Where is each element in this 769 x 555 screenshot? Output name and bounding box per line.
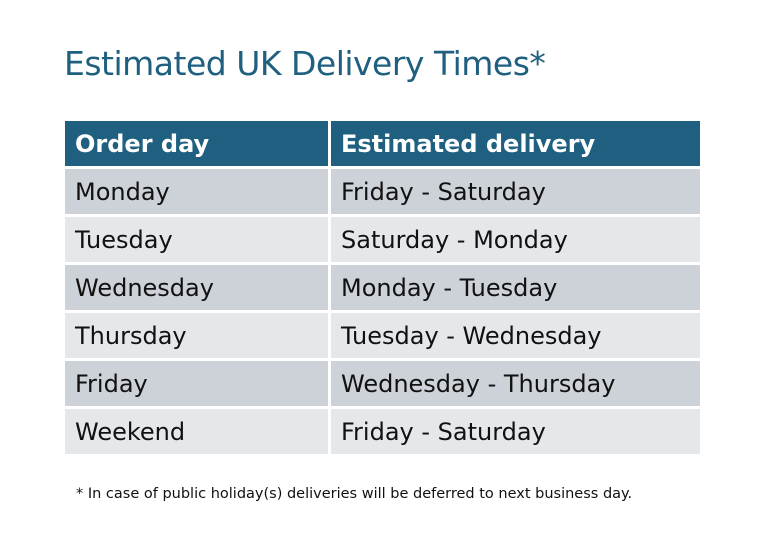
- delivery-cell: Tuesday - Wednesday: [331, 313, 700, 358]
- order-day-cell: Weekend: [65, 409, 328, 454]
- table-row: Weekend Friday - Saturday: [65, 409, 700, 454]
- delivery-cell: Wednesday - Thursday: [331, 361, 700, 406]
- delivery-cell: Friday - Saturday: [331, 409, 700, 454]
- delivery-times-table: Order day Estimated delivery Monday Frid…: [62, 118, 703, 457]
- header-estimated-delivery: Estimated delivery: [331, 121, 700, 166]
- page-title: Estimated UK Delivery Times*: [64, 44, 546, 83]
- table-row: Wednesday Monday - Tuesday: [65, 265, 700, 310]
- table-row: Thursday Tuesday - Wednesday: [65, 313, 700, 358]
- order-day-cell: Monday: [65, 169, 328, 214]
- table-row: Friday Wednesday - Thursday: [65, 361, 700, 406]
- delivery-cell: Friday - Saturday: [331, 169, 700, 214]
- order-day-cell: Friday: [65, 361, 328, 406]
- order-day-cell: Wednesday: [65, 265, 328, 310]
- order-day-cell: Thursday: [65, 313, 328, 358]
- delivery-cell: Monday - Tuesday: [331, 265, 700, 310]
- table-header-row: Order day Estimated delivery: [65, 121, 700, 166]
- table-row: Tuesday Saturday - Monday: [65, 217, 700, 262]
- header-order-day: Order day: [65, 121, 328, 166]
- order-day-cell: Tuesday: [65, 217, 328, 262]
- footnote: * In case of public holiday(s) deliverie…: [76, 486, 633, 502]
- table-row: Monday Friday - Saturday: [65, 169, 700, 214]
- delivery-cell: Saturday - Monday: [331, 217, 700, 262]
